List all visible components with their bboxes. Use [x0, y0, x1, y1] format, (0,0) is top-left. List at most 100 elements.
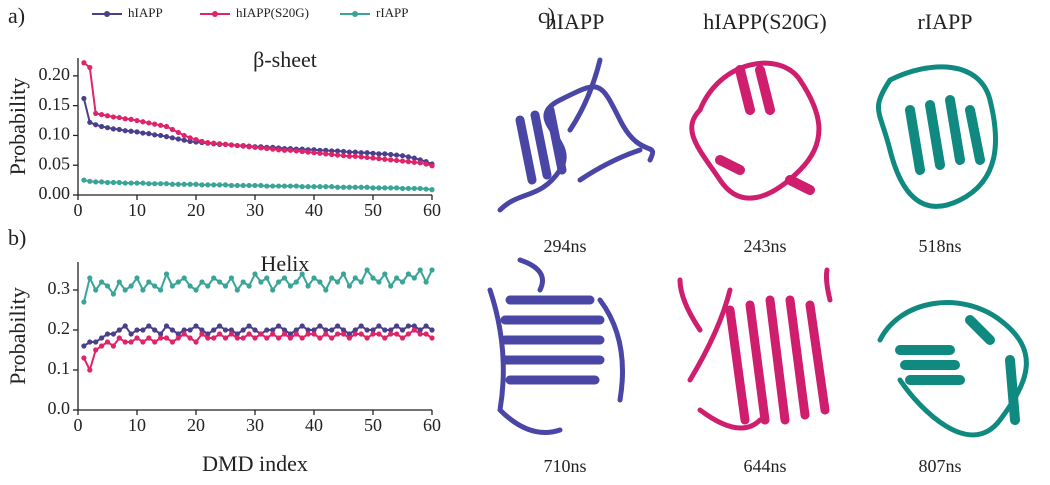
- data-point: [382, 271, 388, 277]
- data-point: [264, 335, 270, 341]
- data-point: [228, 182, 234, 189]
- data-point: [110, 114, 116, 120]
- data-point: [222, 335, 229, 341]
- data-point: [276, 147, 282, 153]
- coil: [689, 60, 822, 201]
- data-point: [340, 148, 347, 155]
- data-point: [93, 287, 99, 293]
- data-point: [163, 134, 170, 140]
- data-point: [205, 139, 211, 146]
- data-point: [128, 339, 134, 345]
- data-point: [104, 113, 111, 119]
- data-point: [423, 161, 429, 167]
- x-tick-label: 30: [246, 200, 264, 220]
- data-point: [175, 331, 181, 337]
- data-point: [110, 179, 116, 186]
- data-point: [364, 184, 370, 190]
- panel-label: a): [8, 3, 25, 28]
- data-point: [205, 331, 211, 337]
- data-point: [364, 150, 370, 156]
- data-point: [276, 323, 282, 329]
- data-point: [99, 111, 105, 118]
- data-point: [93, 347, 99, 353]
- data-point: [222, 141, 229, 147]
- data-point: [417, 267, 423, 273]
- data-point: [299, 184, 305, 190]
- data-point: [405, 331, 411, 337]
- data-point: [382, 156, 388, 162]
- data-point: [429, 163, 435, 169]
- data-point: [81, 299, 87, 305]
- data-point: [211, 140, 217, 146]
- x-tick-label: 40: [305, 415, 323, 435]
- data-point: [187, 135, 193, 141]
- legend-marker: [104, 11, 110, 17]
- x-tick-label: 10: [128, 415, 146, 435]
- data-point: [158, 287, 164, 293]
- data-point: [305, 184, 311, 190]
- data-point: [122, 339, 128, 345]
- data-point: [411, 185, 417, 192]
- data-point: [293, 148, 299, 154]
- data-point: [317, 335, 323, 341]
- data-point: [346, 283, 352, 289]
- data-point: [158, 181, 164, 187]
- data-point: [169, 181, 175, 187]
- data-point: [270, 331, 276, 337]
- data-point: [199, 182, 205, 188]
- data-point: [270, 146, 276, 152]
- data-point: [104, 331, 111, 337]
- data-point: [323, 287, 329, 293]
- column-title: hIAPP(S20G): [703, 9, 826, 34]
- data-point: [199, 327, 205, 333]
- data-point: [222, 283, 229, 289]
- data-point: [93, 110, 99, 116]
- data-point: [211, 275, 217, 281]
- data-point: [399, 335, 406, 341]
- data-point: [140, 327, 146, 333]
- data-point: [134, 180, 140, 186]
- data-point: [258, 331, 264, 337]
- data-point: [246, 331, 252, 337]
- data-point: [122, 180, 128, 186]
- data-point: [152, 181, 158, 187]
- data-point: [358, 154, 364, 160]
- data-point: [411, 155, 417, 161]
- helix: [715, 65, 815, 195]
- data-point: [228, 142, 234, 148]
- data-point: [329, 327, 335, 333]
- data-point: [234, 142, 240, 149]
- y-axis-label: Probability: [5, 287, 30, 385]
- data-point: [346, 153, 352, 159]
- data-point: [140, 287, 146, 293]
- data-point: [205, 182, 211, 188]
- data-point: [128, 331, 134, 337]
- helix: [895, 315, 1020, 425]
- data-point: [399, 279, 406, 285]
- data-point: [370, 150, 376, 156]
- x-tick-label: 0: [74, 200, 83, 220]
- data-point: [211, 335, 217, 341]
- data-point: [429, 335, 435, 341]
- data-point: [352, 149, 358, 155]
- data-point: [340, 271, 347, 277]
- data-point: [246, 144, 252, 150]
- y-tick-label: 0.15: [39, 94, 71, 114]
- data-point: [81, 60, 87, 66]
- data-point: [128, 283, 134, 289]
- data-point: [352, 275, 358, 281]
- data-point: [335, 323, 341, 329]
- data-point: [140, 130, 146, 136]
- data-point: [181, 327, 187, 333]
- data-point: [335, 152, 341, 158]
- data-point: [417, 160, 423, 166]
- panel-label: b): [8, 225, 26, 250]
- data-point: [270, 183, 276, 189]
- data-point: [264, 327, 270, 333]
- data-point: [116, 114, 122, 121]
- data-point: [163, 271, 170, 277]
- data-point: [140, 339, 146, 345]
- data-point: [340, 327, 347, 333]
- data-point: [317, 279, 323, 285]
- data-point: [329, 275, 335, 281]
